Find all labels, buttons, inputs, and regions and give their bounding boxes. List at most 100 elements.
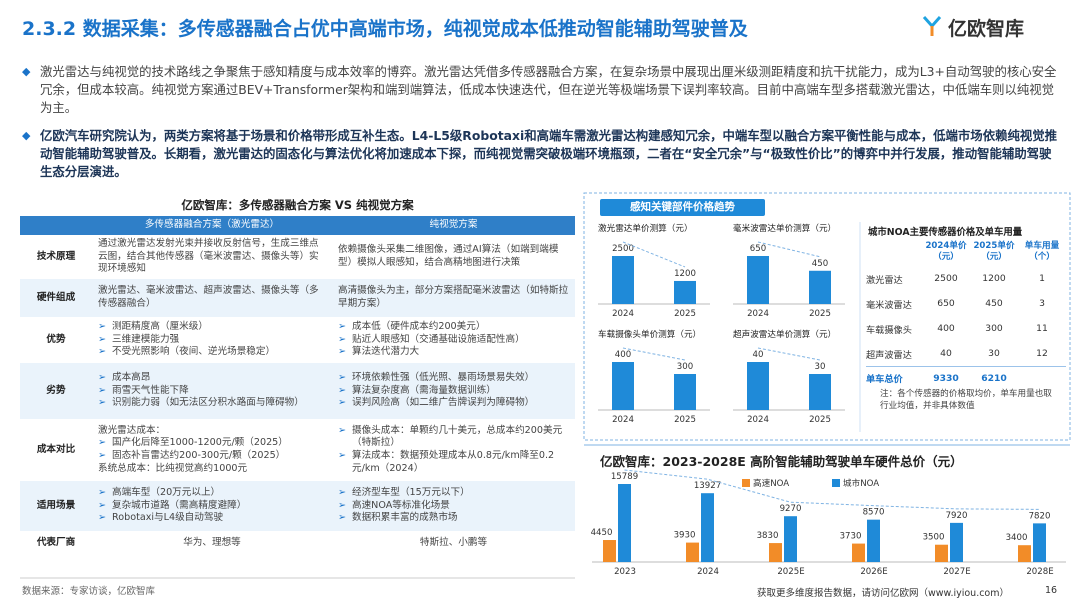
value-label: 9270 [780, 504, 802, 514]
header-cell: 单车用量（个） [1024, 241, 1060, 262]
row-label: 适用场景 [20, 481, 92, 531]
table-cell: 成本低（硬件成本约200美元）贴近人眼感知（交通基础设施适配性高）算法迭代潜力大 [332, 317, 575, 363]
table-cell: 环境依赖性强（低光照、暴雨场景易失效）算法复杂度高（需海量数据训练）误判风险高（… [332, 363, 575, 419]
page-number: 16 [1045, 585, 1058, 596]
table-cell: 1 [1039, 273, 1045, 284]
footer-link: 获取更多维度报告数据，请访问亿欧网（www.iyiou.com） [757, 588, 1010, 599]
table-cell: 300 [985, 323, 1003, 334]
header-cell [866, 238, 922, 266]
logo-text: 亿欧智库 [948, 18, 1025, 40]
row-label: 优势 [46, 333, 66, 345]
bar [747, 256, 769, 304]
chart-title: 超声波雷达单价测算（元） [733, 328, 836, 340]
item-list: 高端车型（20万元以上）复杂城市道路（需高精度避障）Robotaxi与L4级自动… [98, 487, 326, 525]
table-cell: 11 [1036, 323, 1048, 334]
value-label: 3730 [840, 532, 862, 542]
row-label: 代表厂商 [36, 536, 76, 548]
list-item: 国产化后降至1000-1200元/颗（2025） [98, 437, 326, 450]
value-label: 30 [815, 362, 826, 372]
x-tick-label: 2024 [697, 567, 719, 577]
legend-label: 城市NOA [843, 477, 879, 489]
table-row: 代表厂商 华为、理想等 特斯拉、小鹏等 [20, 531, 575, 555]
table-cell: 450 [985, 298, 1003, 309]
header-cell: 2024单价（元） [925, 241, 967, 262]
bar [674, 374, 696, 410]
list-item: 不受光照影响（夜间、逆光场景稳定） [98, 346, 326, 359]
row-label: 单车总价 [866, 366, 922, 389]
row-label: 技术原理 [36, 250, 76, 262]
table-cell: 高端车型（20万元以上）复杂城市道路（需高精度避障）Robotaxi与L4级自动… [92, 481, 332, 531]
table-cell: 高清摄像头为主，部分方案搭配毫米波雷达（如特斯拉早期方案） [332, 279, 575, 317]
bar [809, 374, 831, 410]
list-item: 算法成本：数据预处理成本从0.8元/km降至0.2元/km（2024） [338, 450, 569, 475]
value-label: 3830 [757, 531, 779, 541]
value-label: 300 [677, 362, 693, 372]
comparison-table: 多传感器融合方案（激光雷达） 纯视觉方案 技术原理 通过激光雷达发射光束并接收反射… [20, 216, 575, 555]
table-row: 技术原理 通过激光雷达发射光束并接收反射信号，生成三维点云图，结合其他传感器（毫米… [20, 235, 575, 279]
list-item: 成本低（硬件成本约200美元） [338, 321, 569, 334]
value-label: 450 [812, 259, 828, 269]
list-item: 识别能力弱（如无法区分积水路面与障碍物） [98, 397, 326, 410]
x-tick-label: 2024 [612, 415, 634, 425]
chart-title: 激光雷达单价测算（元） [598, 222, 693, 234]
table-cell: 400 [937, 323, 955, 334]
value-label: 400 [615, 350, 631, 360]
x-tick-label: 2025E [777, 567, 804, 577]
table-title: 亿欧智库：多传感器融合方案 VS 纯视觉方案 [181, 198, 414, 212]
table-cell: 2500 [934, 273, 958, 284]
trend-line [622, 241, 686, 268]
header-cell: 2025单价（元） [973, 241, 1015, 262]
value-label: 1200 [674, 269, 696, 279]
chart-title: 亿欧智库：2023-2028E 高阶智能辅助驾驶单车硬件总价（元） [600, 454, 963, 469]
list-item: 贴近人眼感知（交通基础设施适配性高） [338, 334, 569, 347]
table-cell: 3 [1039, 298, 1045, 309]
x-tick-label: 2024 [612, 309, 634, 319]
value-label: 4450 [591, 528, 613, 538]
bullet: 激光雷达与纯视觉的技术路线之争聚焦于感知精度与成本效率的博弈。激光雷达凭借多传感… [22, 63, 1058, 117]
list-item: 环境依赖性强（低光照、暴雨场景易失效） [338, 372, 569, 385]
bar [950, 522, 963, 562]
list-item: 测距精度高（厘米级） [98, 321, 326, 334]
list-item: Robotaxi与L4级自动驾驶 [98, 512, 326, 525]
table-cell: 1200 [982, 273, 1006, 284]
value-label: 3930 [674, 531, 696, 541]
value-label: 3500 [923, 533, 945, 543]
list-item: 高速NOA等标准化场景 [338, 500, 569, 513]
table-cell: 测距精度高（厘米级）三维建模能力强不受光照影响（夜间、逆光场景稳定） [92, 317, 332, 363]
noa-table: 2024单价（元） 2025单价（元） 单车用量（个） 激光雷达 2500 1200… [866, 238, 1066, 389]
table-row: 成本对比 激光雷达成本：国产化后降至1000-1200元/颗（2025）固态补盲雷… [20, 419, 575, 481]
list-item: 算法复杂度高（需海量数据训练） [338, 385, 569, 398]
table-row: 硬件组成 激光雷达、毫米波雷达、超声波雷达、摄像头等（多传感器融合） 高清摄像头为主… [20, 279, 575, 317]
title: 2.3.2 数据采集：多传感器融合占优中高端市场，纯视觉成本低推动智能辅助驾驶普… [22, 18, 748, 40]
bar [674, 280, 696, 304]
value-label: 8570 [863, 508, 885, 518]
list-item: 三维建模能力强 [98, 334, 326, 347]
bar [603, 540, 616, 562]
table-cell: 30 [988, 348, 1000, 359]
value-label: 13927 [694, 481, 721, 491]
row-label: 劣势 [20, 363, 92, 419]
value-label: 7920 [946, 511, 968, 521]
value-label: 7820 [1029, 511, 1051, 521]
bar [618, 484, 631, 562]
bar [701, 493, 714, 562]
table-cell: 通过激光雷达发射光束并接收反射信号，生成三维点云图，结合其他传感器（毫米波雷达、… [98, 238, 319, 275]
total-row: 单车总价 9330 6210 [866, 366, 1066, 389]
header-cell: 纯视觉方案 [332, 216, 575, 235]
x-tick-label: 2025 [809, 309, 831, 319]
list-item: 经济型车型（15万元以下） [338, 487, 569, 500]
table-row: 车载摄像头 400 300 11 [866, 316, 1066, 341]
item-list: 成本高昂雨雪天气性能下降识别能力弱（如无法区分积水路面与障碍物） [98, 372, 326, 410]
list-item: 误判风险高（如二维广告牌误判为障碍物） [338, 397, 569, 410]
row-label: 毫米波雷达 [866, 299, 912, 311]
bar [809, 270, 831, 304]
note: 注：各个传感器的价格取均价，单车用量也取行业均值，并非具体数值 [880, 389, 1052, 411]
table-cell: 成本高昂雨雪天气性能下降识别能力弱（如无法区分积水路面与障碍物） [92, 363, 332, 419]
panel-border [583, 192, 1071, 441]
value-label: 650 [750, 244, 766, 254]
table-cell [1018, 366, 1066, 389]
table-cell: 依赖摄像头采集二维图像，通过AI算法（如端到端模型）模拟人眼感知，结合高精地图进… [338, 244, 559, 268]
header-cell: 多传感器融合方案（激光雷达） [92, 216, 332, 235]
